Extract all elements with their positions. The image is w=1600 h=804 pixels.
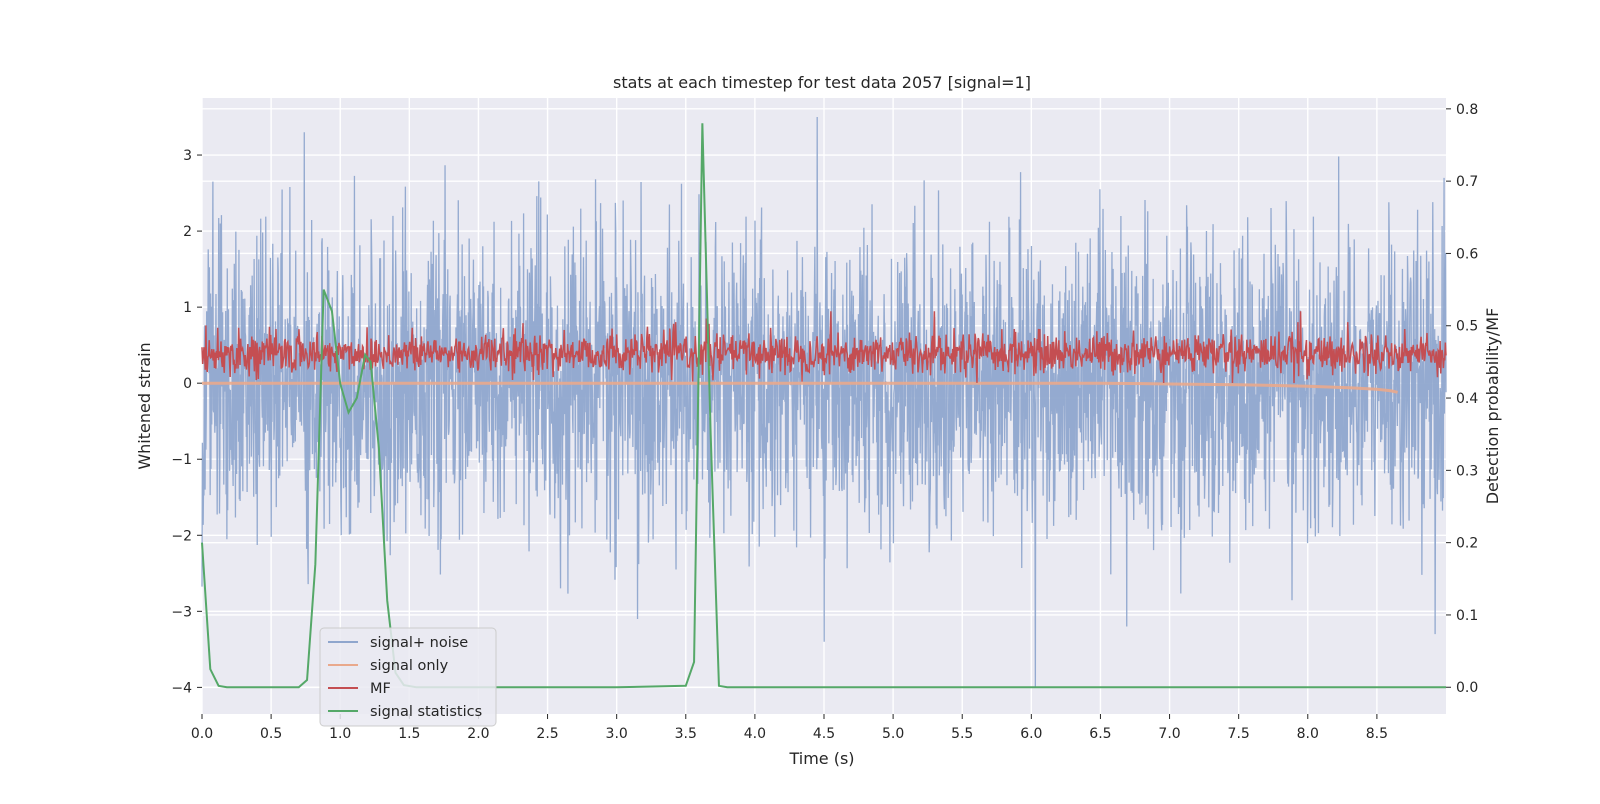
legend-box xyxy=(319,627,497,727)
series-signal-only-line xyxy=(202,381,1398,394)
x-tick-label: 6.0 xyxy=(1020,726,1042,742)
x-axis-label: Time (s) xyxy=(788,749,854,768)
y-right-tick-label: 0.4 xyxy=(1456,391,1478,407)
x-tick-label: 7.0 xyxy=(1158,726,1180,742)
y-left-tick-label: 3 xyxy=(183,148,192,164)
y-left-tick-label: 2 xyxy=(183,224,192,240)
x-tick-label: 5.5 xyxy=(951,726,973,742)
y-left-tick-label: 0 xyxy=(183,376,192,392)
x-tick-label: 2.5 xyxy=(536,726,558,742)
legend-label: MF xyxy=(370,681,391,697)
y-right-tick-label: 0.6 xyxy=(1456,246,1478,262)
x-tick-label: 3.0 xyxy=(606,726,628,742)
x-tick-label: 8.0 xyxy=(1297,726,1319,742)
x-tick-label: 8.5 xyxy=(1366,726,1388,742)
y-left-tick-label: 1 xyxy=(183,300,192,316)
legend-label: signal statistics xyxy=(370,704,482,720)
y-left-tick-label: −1 xyxy=(171,452,192,468)
legend: signal+ noise signal only MF signal statist… xyxy=(319,627,497,727)
x-tick-label: 5.0 xyxy=(882,726,904,742)
x-tick-label: 1.5 xyxy=(398,726,420,742)
y-right-tick-label: 0.3 xyxy=(1456,463,1478,479)
x-tick-label: 2.0 xyxy=(467,726,489,742)
x-tick-label: 3.5 xyxy=(675,726,697,742)
y-right-tick-label: 0.0 xyxy=(1456,680,1478,696)
x-tick-label: 4.0 xyxy=(744,726,766,742)
y-right-tick-label: 0.5 xyxy=(1456,319,1478,335)
y-left-tick-label: −3 xyxy=(171,604,192,620)
y-left-tick-label: −4 xyxy=(171,680,192,696)
y-right-tick-label: 0.7 xyxy=(1456,174,1478,190)
x-tick-label: 1.0 xyxy=(329,726,351,742)
y-axis-label-right: Detection probability/MF xyxy=(1483,308,1502,505)
series-mf-line xyxy=(201,311,1447,384)
legend-label: signal only xyxy=(370,658,449,674)
y-right-tick-label: 0.2 xyxy=(1456,536,1478,552)
x-tick-label: 6.5 xyxy=(1089,726,1111,742)
x-tick-label: 0.0 xyxy=(191,726,213,742)
y-axis-label-left: Whitened strain xyxy=(135,342,154,469)
chart-title: stats at each timestep for test data 205… xyxy=(613,73,1031,92)
y-left-tick-label: −2 xyxy=(171,528,192,544)
y-right-tick-label: 0.1 xyxy=(1456,608,1478,624)
y-right-tick-label: 0.8 xyxy=(1456,102,1478,118)
x-tick-label: 7.5 xyxy=(1228,726,1250,742)
x-tick-label: 0.5 xyxy=(260,726,282,742)
legend-label: signal+ noise xyxy=(370,635,468,651)
x-tick-label: 4.5 xyxy=(813,726,835,742)
